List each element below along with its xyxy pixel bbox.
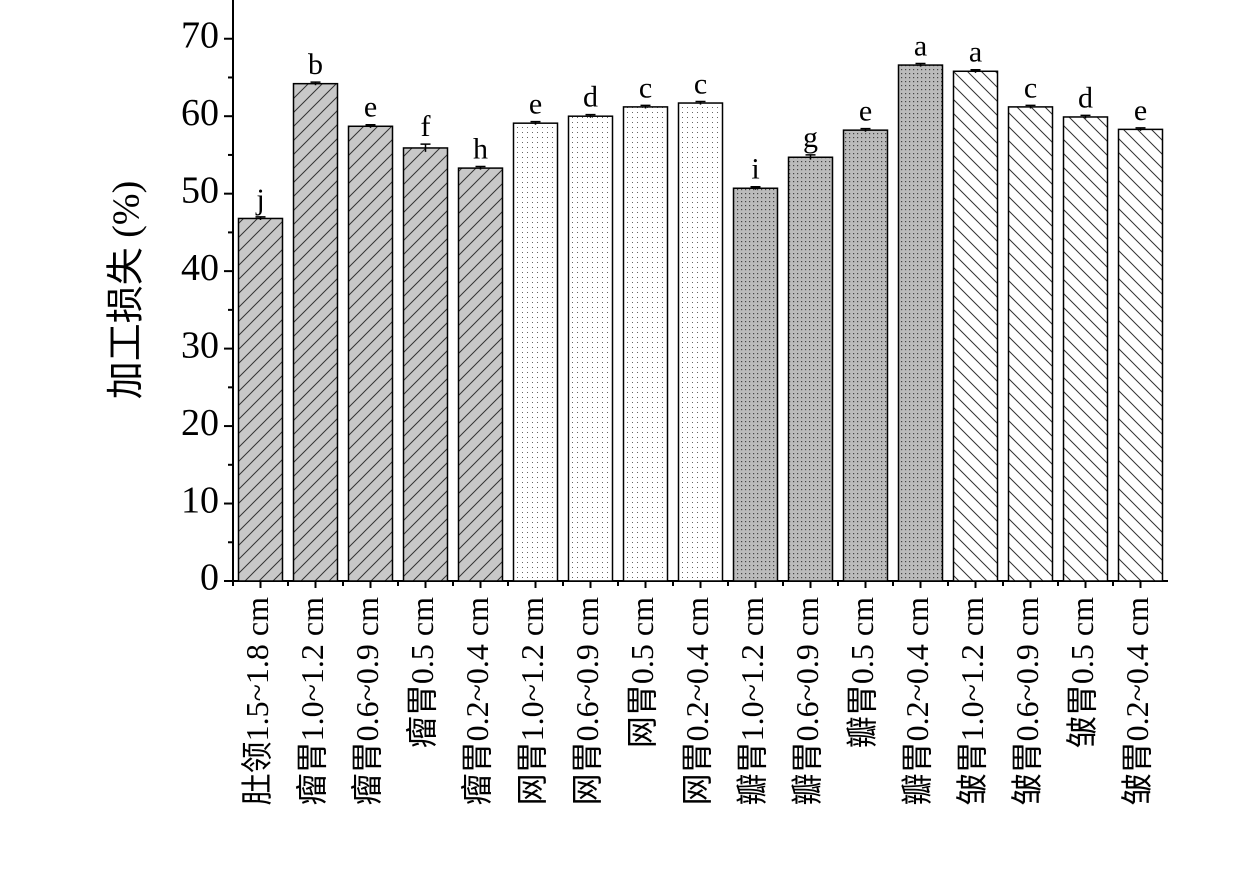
bar [237, 217, 284, 582]
bar [622, 106, 669, 582]
y-tick-label: 0 [200, 557, 219, 599]
bar [292, 82, 339, 582]
bar [732, 187, 779, 582]
y-tick-label: 40 [181, 247, 219, 289]
error-bar [1135, 127, 1146, 131]
error-bar [915, 62, 926, 67]
value-label: e [529, 88, 542, 121]
bar [897, 64, 944, 582]
x-tick-label: 皱胃0.6~0.9 cm [1009, 597, 1045, 806]
error-bar [750, 185, 761, 190]
x-tick-label: 瓣胃0.5 cm [844, 597, 880, 748]
value-label: c [694, 67, 707, 100]
x-tick-label: 皱胃0.2~0.4 cm [1119, 597, 1155, 806]
value-label: f [421, 110, 431, 143]
bar [457, 167, 504, 582]
value-label: i [751, 153, 759, 186]
error-bar [860, 127, 871, 132]
x-tick-label: 网胃0.5 cm [624, 597, 660, 748]
error-bar [530, 120, 541, 125]
bar [402, 147, 449, 582]
value-label: e [859, 95, 872, 128]
value-label: d [1078, 81, 1093, 114]
x-tick-label: 肚领1.5~1.8 cm [239, 597, 275, 806]
y-tick-label: 60 [181, 92, 219, 134]
value-label: e [364, 91, 377, 124]
bar [952, 70, 999, 582]
bar [1007, 106, 1054, 582]
x-tick-label: 瘤胃0.6~0.9 cm [349, 597, 385, 806]
y-axis-label: 加工损失 (%) [106, 181, 148, 399]
x-tick-label: 皱胃0.5 cm [1064, 597, 1100, 748]
value-label: c [1024, 71, 1037, 104]
bar [787, 156, 834, 582]
y-tick-label: 20 [181, 402, 219, 444]
bar [842, 129, 889, 582]
x-tick-label: 瓣胃0.6~0.9 cm [789, 597, 825, 806]
value-label: g [803, 121, 818, 154]
value-label: h [473, 133, 488, 166]
x-tick-label: 瘤胃0.5 cm [404, 597, 440, 748]
bar [1117, 128, 1164, 582]
error-bar [970, 68, 981, 73]
value-label: a [969, 36, 982, 69]
bar [567, 115, 614, 582]
y-tick-label: 10 [181, 479, 219, 521]
error-bar [365, 123, 376, 128]
error-bar [1080, 114, 1091, 119]
value-label: b [308, 48, 323, 81]
bar [512, 122, 559, 582]
value-label: a [914, 30, 927, 63]
error-bar [585, 113, 596, 118]
x-tick-label: 网胃1.0~1.2 cm [514, 597, 550, 806]
x-tick-label: 皱胃1.0~1.2 cm [954, 597, 990, 806]
bar [347, 125, 394, 582]
x-tick-label: 瘤胃0.2~0.4 cm [459, 597, 495, 806]
x-tick-label: 瓣胃1.0~1.2 cm [734, 597, 770, 806]
value-label: e [1134, 94, 1147, 127]
x-tick-label: 网胃0.6~0.9 cm [569, 597, 605, 806]
error-bar [805, 154, 816, 160]
bar [677, 102, 724, 582]
y-tick-label: 70 [181, 14, 219, 56]
y-tick-label: 50 [181, 169, 219, 211]
error-bar [310, 81, 321, 86]
error-bar [420, 143, 431, 152]
bar [1062, 116, 1109, 582]
error-bar [695, 100, 706, 105]
error-bar [475, 165, 486, 170]
error-bar [255, 216, 266, 221]
value-label: d [583, 81, 598, 114]
x-tick-label: 网胃0.2~0.4 cm [679, 597, 715, 806]
value-label: j [255, 183, 264, 216]
value-label: c [639, 71, 652, 104]
error-bar [1025, 104, 1036, 109]
y-tick-label: 30 [181, 324, 219, 366]
x-tick-label: 瓣胃0.2~0.4 cm [899, 597, 935, 806]
x-tick-label: 瘤胃1.0~1.2 cm [294, 597, 330, 806]
error-bar [640, 104, 651, 109]
